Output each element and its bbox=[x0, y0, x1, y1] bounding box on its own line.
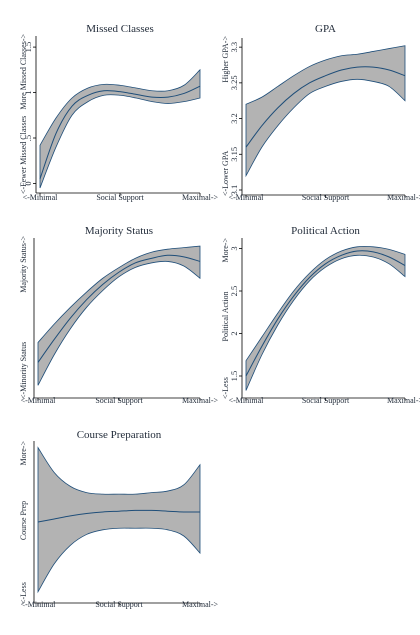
y-tick-label: 1 bbox=[23, 90, 33, 94]
x-tick-label: <-Minimal bbox=[21, 396, 57, 405]
y-label-mid: Political Action bbox=[221, 292, 230, 342]
y-tick-label: 2 bbox=[229, 331, 239, 335]
confidence-band bbox=[37, 446, 201, 594]
fitted-line bbox=[245, 66, 406, 148]
y-tick-label: 3.25 bbox=[229, 75, 239, 90]
y-label-high: Majority Status-> bbox=[19, 236, 28, 293]
x-tick-label: Social Support bbox=[302, 396, 350, 405]
x-tick-label: <-Minimal bbox=[229, 193, 265, 202]
fitted-line bbox=[37, 509, 201, 523]
panel-title: Majority Status bbox=[85, 225, 153, 237]
x-tick-label: Maximal-> bbox=[387, 193, 420, 202]
y-label-mid: Course Prep bbox=[19, 501, 28, 540]
panel-title: GPA bbox=[315, 23, 336, 35]
y-tick-label: 3.1 bbox=[229, 185, 239, 196]
x-tick-label: Maximal-> bbox=[182, 600, 219, 609]
y-tick-label: .5 bbox=[23, 135, 33, 141]
x-tick-label: Maximal-> bbox=[182, 193, 219, 202]
x-tick-label: Social Support bbox=[95, 396, 143, 405]
x-tick-label: <-Minimal bbox=[21, 600, 57, 609]
x-tick-label: Maximal-> bbox=[182, 396, 219, 405]
fitted-line bbox=[245, 250, 406, 377]
y-tick-label: 0 bbox=[23, 181, 33, 185]
panel-title: Missed Classes bbox=[86, 23, 154, 35]
y-label-low: <-Less bbox=[221, 377, 230, 399]
x-tick-label: <-Minimal bbox=[23, 193, 59, 202]
confidence-band bbox=[37, 245, 201, 386]
y-tick-label: 3.3 bbox=[229, 42, 239, 53]
panel-title: Course Preparation bbox=[77, 429, 162, 441]
y-label-high: Higher GPA-> bbox=[221, 36, 230, 83]
y-label-high: More-> bbox=[221, 238, 230, 263]
x-tick-label: Social Support bbox=[95, 600, 143, 609]
fitted-line bbox=[37, 254, 201, 363]
y-tick-label: 3.2 bbox=[229, 113, 239, 124]
y-tick-label: 2.5 bbox=[229, 286, 239, 297]
confidence-band bbox=[245, 45, 406, 178]
y-tick-label: 1.5 bbox=[229, 371, 239, 382]
y-tick-label: 3.15 bbox=[229, 147, 239, 162]
y-tick-label: 1.5 bbox=[23, 42, 33, 53]
x-tick-label: <-Minimal bbox=[229, 396, 265, 405]
x-tick-label: Social Support bbox=[302, 193, 350, 202]
y-label-low: <-Minority Status bbox=[19, 342, 28, 399]
y-label-low: <-Fewer Missed Classes bbox=[19, 116, 28, 194]
y-label-low: <-Lower GPA bbox=[221, 150, 230, 196]
y-label-high: More-> bbox=[19, 441, 28, 466]
x-tick-label: Maximal-> bbox=[387, 396, 420, 405]
x-tick-label: Social Support bbox=[96, 193, 144, 202]
panel-title: Political Action bbox=[291, 225, 360, 237]
y-tick-label: 3 bbox=[229, 246, 239, 250]
confidence-band bbox=[245, 245, 406, 391]
y-label-low: <-Less bbox=[19, 582, 28, 604]
fitted-line bbox=[39, 85, 201, 180]
y-label-high: More Missed Classes-> bbox=[19, 34, 28, 110]
confidence-band bbox=[39, 68, 201, 189]
